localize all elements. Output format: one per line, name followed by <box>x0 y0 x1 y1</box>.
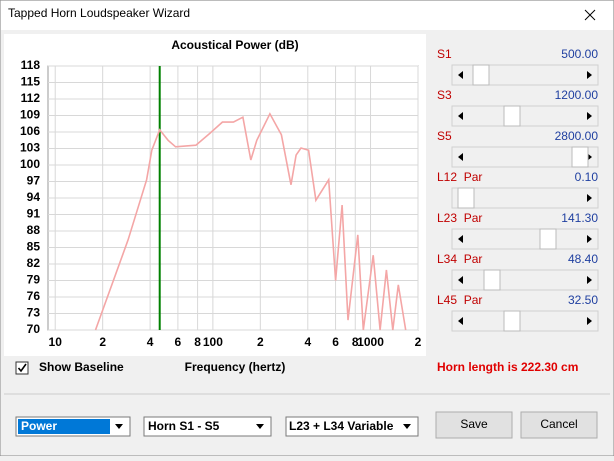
slider-thumb[interactable] <box>539 228 557 250</box>
close-button[interactable] <box>584 9 596 21</box>
slider-label: L34 Par <box>437 252 482 266</box>
y-tick-label: 94 <box>27 190 41 204</box>
sliders: S1 500.00 S3 1200.00 S5 2800.00 L12 Par 0.10 L23… <box>437 47 599 332</box>
slider-thumb[interactable] <box>472 64 490 86</box>
x-tick-label: 8 <box>194 335 201 349</box>
slider-thumb[interactable] <box>503 310 521 332</box>
slider-right-arrow[interactable] <box>587 112 592 120</box>
slider-value: 48.40 <box>568 252 598 266</box>
x-axis-label: Frequency (hertz) <box>185 360 286 374</box>
slider-left-arrow[interactable] <box>458 112 463 120</box>
x-tick-label: 100 <box>203 335 223 349</box>
y-tick-label: 85 <box>27 240 41 254</box>
slider-left-arrow[interactable] <box>458 71 463 79</box>
x-tick-label: 2 <box>415 335 422 349</box>
slider-label: S1 <box>437 47 452 61</box>
series-line <box>94 112 407 331</box>
slider-right-arrow[interactable] <box>587 235 592 243</box>
button[interactable] <box>520 411 598 439</box>
slider-left-arrow[interactable] <box>458 317 463 325</box>
slider-label: L23 Par <box>437 211 482 225</box>
slider-value: 32.50 <box>568 293 598 307</box>
slider-right-arrow[interactable] <box>587 71 592 79</box>
dropdown-text: Power <box>21 419 57 433</box>
y-tick-label: 70 <box>27 322 41 336</box>
checkbox-label[interactable]: Show Baseline <box>39 360 124 374</box>
y-tick-label: 103 <box>20 141 40 155</box>
slider-right-arrow[interactable] <box>587 194 592 202</box>
slider-value: 0.10 <box>575 170 599 184</box>
y-tick-label: 97 <box>27 174 41 188</box>
x-tick-label: 6 <box>175 335 182 349</box>
y-tick-label: 106 <box>20 124 40 138</box>
slider-track[interactable] <box>451 269 599 291</box>
x-tick-label: 1000 <box>357 335 384 349</box>
dropdown[interactable] <box>143 416 272 437</box>
dropdown-text: L23 + L34 Variable <box>289 419 394 433</box>
status-text: Horn length is 222.30 cm <box>437 360 578 374</box>
slider-value: 141.30 <box>561 211 598 225</box>
y-tick-label: 76 <box>27 289 41 303</box>
y-tick-label: 91 <box>27 207 41 221</box>
y-tick-label: 112 <box>21 91 41 105</box>
y-tick-label: 79 <box>27 273 41 287</box>
slider-track[interactable] <box>451 146 599 168</box>
x-tick-label: 6 <box>332 335 339 349</box>
y-tick-label: 88 <box>27 223 41 237</box>
y-tick-label: 73 <box>27 306 41 320</box>
slider-right-arrow[interactable] <box>587 317 592 325</box>
slider-thumb[interactable] <box>483 269 501 291</box>
dropdown[interactable] <box>285 416 419 437</box>
slider-thumb[interactable] <box>503 105 521 127</box>
button-label: Cancel <box>540 417 577 431</box>
slider-left-arrow[interactable] <box>458 276 463 284</box>
window-title: Tapped Horn Loudspeaker Wizard <box>8 6 190 20</box>
y-tick-label: 82 <box>27 256 41 270</box>
x-tick-label: 10 <box>49 335 63 349</box>
slider-track[interactable] <box>451 187 599 209</box>
slider-label: L12 Par <box>437 170 482 184</box>
chart-title: Acoustical Power (dB) <box>171 38 298 52</box>
x-tick-label: 8 <box>352 335 359 349</box>
slider-value: 2800.00 <box>555 129 599 143</box>
checkbox[interactable] <box>15 361 29 375</box>
y-tick-label: 115 <box>21 75 41 89</box>
check-mark <box>17 363 27 373</box>
slider-label: S5 <box>437 129 452 143</box>
dropdown-arrows <box>115 424 411 429</box>
slider-track[interactable] <box>451 105 599 127</box>
slider-left-arrow[interactable] <box>458 153 463 161</box>
x-tick-label: 2 <box>257 335 264 349</box>
dropdown-highlight <box>18 419 110 434</box>
plot: 7073767982858891949710010310610911211511… <box>20 58 422 349</box>
dropdown-text: Horn S1 - S5 <box>148 419 220 433</box>
y-tick-label: 100 <box>20 157 40 171</box>
slider-right-arrow[interactable] <box>587 276 592 284</box>
slider-track[interactable] <box>451 228 599 250</box>
button-label: Save <box>460 417 488 431</box>
slider-left-arrow[interactable] <box>458 235 463 243</box>
title-bar <box>1 1 613 30</box>
slider-thumb[interactable] <box>571 146 589 168</box>
x-tick-label: 4 <box>304 335 311 349</box>
x-tick-label: 4 <box>147 335 154 349</box>
slider-value: 1200.00 <box>555 88 599 102</box>
button[interactable] <box>435 411 513 439</box>
slider-value: 500.00 <box>561 47 598 61</box>
slider-label: L45 Par <box>437 293 482 307</box>
x-tick-label: 2 <box>99 335 106 349</box>
slider-label: S3 <box>437 88 452 102</box>
slider-thumb[interactable] <box>457 187 475 209</box>
slider-track[interactable] <box>451 310 599 332</box>
y-tick-label: 109 <box>20 108 40 122</box>
y-tick-label: 118 <box>21 58 41 72</box>
